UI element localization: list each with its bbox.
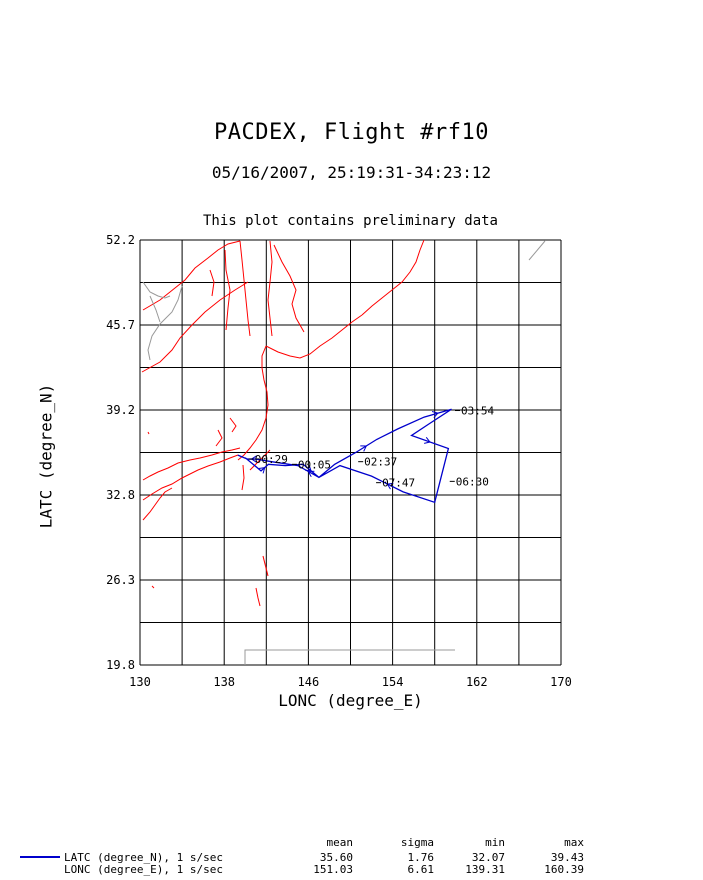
coastline-segment bbox=[237, 345, 269, 461]
direction-arrow bbox=[307, 470, 315, 478]
y-tick-label: 32.8 bbox=[106, 488, 135, 502]
flight-track bbox=[237, 408, 452, 504]
legend-swatch-line bbox=[20, 856, 60, 858]
time-label: 03:54 bbox=[461, 405, 494, 418]
coastline-segment bbox=[249, 449, 271, 471]
coastline bbox=[141, 239, 425, 607]
stats-mean: 35.60 bbox=[319, 851, 353, 864]
coastline-segment bbox=[142, 240, 241, 311]
time-label: 06:30 bbox=[456, 475, 489, 488]
coastline-segment bbox=[147, 431, 150, 435]
x-tick-label: 170 bbox=[550, 675, 572, 689]
x-tick-label: 146 bbox=[298, 675, 320, 689]
plot-title: PACDEX, Flight #rf10 bbox=[214, 120, 489, 145]
stats-header-max: max bbox=[564, 836, 584, 849]
direction-arrow bbox=[360, 445, 368, 452]
stats-header-sigma: sigma bbox=[400, 836, 434, 849]
x-tick-label: 154 bbox=[382, 675, 404, 689]
stats-header-mean: mean bbox=[326, 836, 354, 849]
y-tick-label: 26.3 bbox=[106, 573, 135, 587]
border-segment bbox=[147, 285, 183, 361]
stats-header-min: min bbox=[485, 836, 505, 849]
tick-labels: 130 138 146 154 162 170 52.2 45.7 39.2 32.8 26.3 19… bbox=[106, 233, 572, 689]
coastline-segment bbox=[142, 447, 241, 481]
coastline-segment bbox=[265, 314, 363, 359]
y-tick-label: 39.2 bbox=[106, 403, 135, 417]
coastline-segment bbox=[255, 587, 261, 607]
time-label: 00:05 bbox=[298, 458, 331, 471]
coastline-segment bbox=[151, 585, 155, 589]
track-line bbox=[237, 408, 452, 504]
coastline-segment bbox=[142, 487, 173, 521]
stats-sigma: 6.61 bbox=[407, 863, 435, 876]
x-axis-label: LONC (degree_E) bbox=[278, 691, 423, 710]
preliminary-note: This plot contains preliminary data bbox=[202, 213, 498, 229]
coastline-segment bbox=[239, 240, 251, 337]
stats-max: 160.39 bbox=[544, 863, 584, 876]
country-border bbox=[142, 240, 546, 665]
stats-mean: 151.03 bbox=[313, 863, 353, 876]
time-labels: 03:54 02:37 00:05 06:30 07:47 00:29 bbox=[248, 405, 495, 490]
coastline-segment bbox=[241, 464, 245, 491]
time-label: 07:47 bbox=[382, 477, 415, 490]
time-label: 00:29 bbox=[255, 453, 288, 466]
coastline-segment bbox=[209, 269, 215, 297]
direction-arrow bbox=[424, 436, 431, 444]
stats-min: 32.07 bbox=[471, 851, 505, 864]
direction-arrow bbox=[305, 465, 312, 472]
coastline-segment bbox=[215, 429, 223, 447]
y-tick-label: 45.7 bbox=[106, 318, 135, 332]
grid-lines bbox=[139, 239, 562, 666]
border-segment bbox=[142, 281, 171, 299]
time-label: 02:37 bbox=[364, 456, 397, 469]
coastline-segment bbox=[267, 240, 273, 337]
y-axis-label: LATC (degree_N) bbox=[36, 383, 56, 529]
x-tick-label: 138 bbox=[213, 675, 235, 689]
direction-arrow bbox=[258, 466, 266, 474]
coastline-segment bbox=[142, 454, 239, 501]
x-tick-label: 162 bbox=[466, 675, 488, 689]
stats-row-name: LATC (degree_N), 1 s/sec bbox=[64, 851, 223, 864]
border-segment bbox=[528, 240, 546, 261]
x-tick-label: 130 bbox=[129, 675, 151, 689]
y-tick-label: 52.2 bbox=[106, 233, 135, 247]
direction-arrow bbox=[431, 410, 439, 418]
stats-row-lonc: LONC (degree_E), 1 s/sec 151.03 6.61 139… bbox=[0, 863, 703, 876]
coastline-segment bbox=[262, 555, 269, 577]
coastline-segment bbox=[361, 239, 425, 316]
stats-max: 39.43 bbox=[550, 851, 584, 864]
direction-arrow bbox=[386, 482, 394, 490]
stats-min: 139.31 bbox=[465, 863, 505, 876]
plot-subtitle: 05/16/2007, 25:19:31-34:23:12 bbox=[211, 163, 492, 182]
stats-row-latc: LATC (degree_N), 1 s/sec 35.60 1.76 32.0… bbox=[0, 851, 703, 864]
coastline-segment bbox=[229, 417, 237, 433]
border-segment bbox=[149, 295, 161, 323]
stats-sigma: 1.76 bbox=[407, 851, 435, 864]
border-segment bbox=[244, 649, 455, 665]
coastline-segment bbox=[273, 244, 305, 333]
stats-row-name: LONC (degree_E), 1 s/sec bbox=[64, 863, 223, 876]
coastline-segment bbox=[224, 249, 231, 331]
y-tick-label: 19.8 bbox=[106, 658, 135, 672]
